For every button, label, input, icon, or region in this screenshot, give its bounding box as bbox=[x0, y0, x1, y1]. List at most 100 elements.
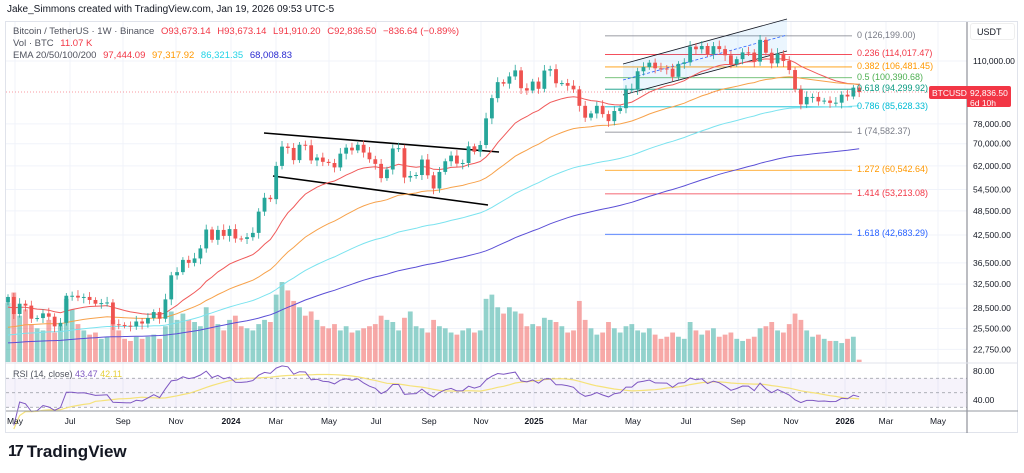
candle-body bbox=[624, 89, 628, 109]
volume-bar bbox=[559, 326, 565, 362]
candle-body bbox=[87, 296, 92, 300]
candle-body bbox=[367, 152, 372, 160]
volume-bar bbox=[209, 315, 215, 362]
symbol-legend[interactable]: Bitcoin / TetherUS · 1W · Binance O93,67… bbox=[13, 26, 463, 37]
volume-bar bbox=[69, 309, 75, 362]
candle-body bbox=[705, 45, 710, 55]
time-tick-label: Nov bbox=[783, 416, 799, 426]
candle-body bbox=[52, 316, 57, 327]
brand-name: TradingView bbox=[26, 442, 127, 461]
candle-body bbox=[443, 161, 448, 172]
candle-body bbox=[711, 46, 716, 55]
volume-bar bbox=[693, 330, 699, 362]
candle-body bbox=[507, 76, 512, 84]
ema200-line bbox=[7, 148, 860, 344]
volume-bar bbox=[611, 328, 617, 362]
time-tick-label: 2025 bbox=[525, 416, 544, 426]
candle-body bbox=[787, 61, 792, 71]
ema100-value: 86,321.35 bbox=[200, 50, 244, 61]
fib-level-label: 1.414 (53,213.08) bbox=[857, 187, 929, 198]
candle-body bbox=[437, 171, 442, 189]
candle-body bbox=[93, 299, 98, 304]
volume-bar bbox=[553, 322, 559, 362]
fib-level-label: 1.272 (60,542.64) bbox=[857, 164, 929, 175]
candle-body bbox=[338, 153, 343, 168]
current-price-label: 92,836.50 6d 10h bbox=[967, 86, 1011, 108]
candle-body bbox=[647, 62, 652, 68]
candle-body bbox=[239, 238, 244, 240]
price-tick-label: 25,500.00 bbox=[973, 324, 1011, 334]
candle-body bbox=[11, 296, 16, 315]
candle-body bbox=[839, 94, 844, 103]
candle-body bbox=[35, 318, 40, 320]
chart-frame[interactable] bbox=[5, 21, 1018, 433]
candle-body bbox=[559, 83, 564, 85]
rsi-pane: 80.00 40.00 bbox=[6, 365, 995, 430]
volume-bar bbox=[11, 292, 17, 362]
volume-bar bbox=[390, 322, 396, 362]
ema50-value: 97,317.92 bbox=[152, 50, 195, 61]
volume-bar bbox=[681, 338, 687, 362]
candle-body bbox=[472, 146, 477, 152]
price-tick-label: 70,000.00 bbox=[973, 139, 1011, 149]
volume-bar bbox=[594, 334, 600, 362]
volume-bar bbox=[413, 326, 419, 362]
candle-body bbox=[664, 68, 669, 70]
volume-bar bbox=[740, 340, 745, 362]
rsi-label: RSI (14, close) bbox=[13, 369, 73, 379]
rsi-legend[interactable]: RSI (14, close) 43.47 42.11 bbox=[13, 369, 122, 379]
volume-legend[interactable]: Vol · BTC 11.07 K bbox=[13, 38, 96, 49]
volume-bar bbox=[384, 319, 390, 362]
rsi-ma-value: 42.11 bbox=[100, 369, 122, 379]
candle-body bbox=[589, 113, 593, 118]
bar-countdown: 6d 10h bbox=[970, 98, 996, 108]
candle-body bbox=[489, 98, 494, 119]
volume-bar bbox=[658, 338, 664, 362]
time-tick-label: Mar bbox=[573, 416, 588, 426]
candle-body bbox=[594, 105, 599, 114]
candle-body bbox=[6, 296, 10, 303]
time-tick-label: May bbox=[7, 416, 24, 426]
price-tick-label: 110,000.00 bbox=[973, 56, 1015, 66]
volume-bar bbox=[506, 307, 512, 362]
candle-body bbox=[215, 229, 220, 240]
volume-bar bbox=[139, 338, 145, 362]
candle-body bbox=[379, 163, 384, 179]
fib-level-label: 1.618 (42,683.29) bbox=[857, 228, 929, 239]
symbol-price-tag: BTCUSDT bbox=[929, 86, 972, 99]
candle-body bbox=[41, 313, 45, 319]
candle-body bbox=[519, 70, 523, 89]
volume-bar bbox=[128, 340, 133, 362]
candle-body bbox=[373, 159, 378, 164]
candle-body bbox=[548, 69, 553, 71]
volume-bar bbox=[308, 311, 314, 362]
ema-legend[interactable]: EMA 20/50/100/200 97,444.09 97,317.92 86… bbox=[13, 50, 296, 61]
candle-body bbox=[699, 45, 704, 50]
price-tick-label: 54,500.00 bbox=[973, 185, 1011, 195]
volume-bar bbox=[635, 330, 641, 362]
volume-bar bbox=[215, 324, 221, 362]
volume-bar bbox=[355, 330, 361, 362]
candle-body bbox=[291, 147, 296, 161]
flag-lower-trendline bbox=[272, 175, 489, 206]
candle-body bbox=[280, 146, 284, 166]
rsi-value: 43.47 bbox=[75, 369, 98, 379]
candle-body bbox=[350, 147, 354, 151]
channel-upper-line bbox=[622, 18, 788, 65]
candle-body bbox=[478, 145, 483, 152]
candle-body bbox=[408, 175, 413, 178]
volume-bar bbox=[221, 330, 227, 362]
volume-bar bbox=[442, 328, 448, 362]
time-tick-label: Mar bbox=[879, 416, 894, 426]
volume-bar bbox=[687, 322, 693, 362]
volume-bar bbox=[320, 326, 326, 362]
footer-brand: 17 TradingView bbox=[8, 442, 127, 462]
currency-unit-button[interactable]: USDT bbox=[970, 23, 1015, 40]
volume-bar bbox=[804, 330, 810, 362]
volume-bar bbox=[728, 332, 734, 362]
volume-bar bbox=[291, 300, 297, 362]
candle-body bbox=[857, 87, 862, 93]
time-tick-label: Sep bbox=[115, 416, 130, 426]
candle-body bbox=[501, 82, 506, 84]
